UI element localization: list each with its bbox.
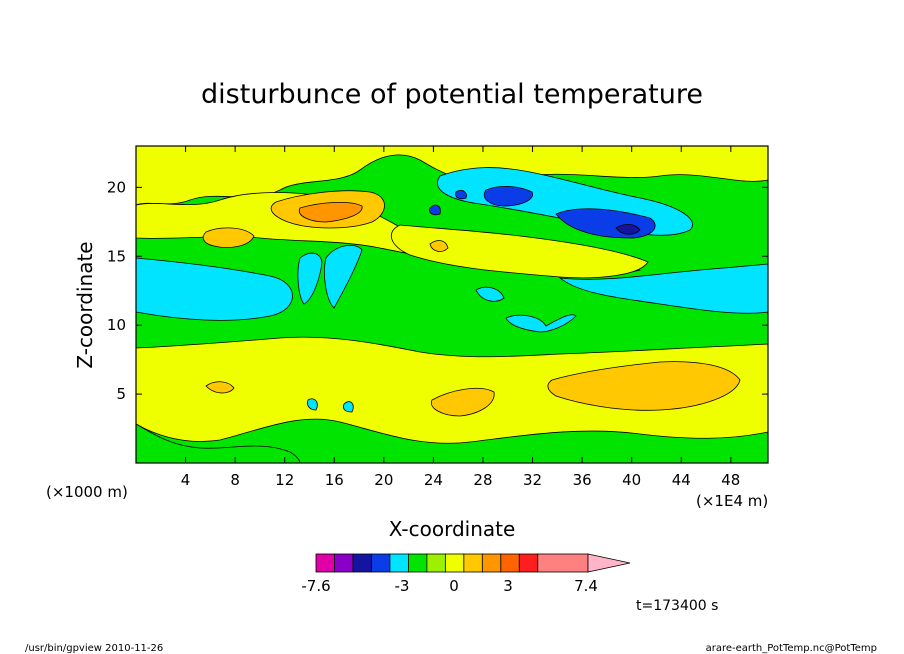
colorbar-cell — [444, 553, 465, 573]
colorbar-tick-label: 7.4 — [574, 577, 598, 595]
negative-streak-2 — [324, 244, 363, 309]
negative-patch-mid — [505, 314, 577, 333]
y-tick-label: 15 — [107, 247, 126, 265]
negative-dot-2 — [455, 190, 467, 200]
plot-frame — [135, 145, 769, 464]
negative-streak-1 — [297, 252, 323, 305]
contour-field — [136, 146, 768, 463]
lower-left-green — [136, 423, 301, 463]
colorbar-cell — [334, 553, 354, 573]
colorbar-cell — [537, 553, 589, 573]
colorbar-tick-label: 3 — [503, 577, 513, 595]
x-tick-label: 20 — [374, 471, 393, 489]
x-axis-title: X-coordinate — [389, 517, 516, 541]
colorbar-cell — [371, 553, 391, 573]
chart-title: disturbunce of potential temperature — [201, 79, 703, 110]
colorbar-cell — [426, 553, 446, 573]
time-label: t=173400 s — [636, 598, 718, 614]
positive-patch-lower-mid — [430, 387, 495, 417]
colorbar — [315, 553, 631, 573]
positive-patch-lower-right — [547, 361, 741, 411]
positive-patch-upper-left-2 — [202, 227, 255, 248]
y-unit-label: (×1000 m) — [46, 483, 128, 501]
colorbar-tick-label: 0 — [449, 577, 459, 595]
colorbar-cell — [352, 553, 372, 573]
colorbar-cell — [500, 553, 520, 573]
positive-patch-lower-left — [205, 381, 235, 394]
upper-band-strip — [390, 224, 649, 279]
x-unit-label: (×1E4 m) — [696, 492, 768, 510]
colorbar-cell — [481, 553, 502, 573]
x-tick-label: 40 — [622, 471, 641, 489]
x-axis: 4 8 12 16 20 24 28 32 36 40 44 48 — [181, 146, 740, 489]
footer-left: /usr/bin/gpview 2010-11-26 — [25, 643, 163, 654]
colorbar-labels: -7.6 -3 0 3 7.4 — [301, 577, 598, 595]
x-tick-label: 32 — [523, 471, 542, 489]
colorbar-cell — [315, 553, 335, 573]
negative-dot-1 — [429, 204, 441, 216]
negative-small-left — [307, 398, 318, 411]
x-tick-label: 44 — [672, 471, 691, 489]
x-tick-label: 16 — [325, 471, 344, 489]
colorbar-cell — [389, 553, 409, 573]
colorbar-cell — [463, 553, 483, 573]
x-tick-label: 12 — [275, 471, 294, 489]
x-tick-label: 28 — [473, 471, 492, 489]
x-tick-label: 4 — [181, 471, 191, 489]
negative-mid-blue-1 — [483, 186, 533, 207]
negative-strong — [615, 224, 641, 235]
positive-patch-upper-left-core — [298, 201, 363, 223]
y-tick-label: 5 — [116, 385, 126, 403]
colorbar-cell — [408, 553, 428, 573]
footer-right: arare-earth_PotTemp.nc@PotTemp — [706, 643, 877, 654]
negative-band-right — [558, 263, 768, 314]
colorbar-arrow — [587, 553, 631, 573]
negative-patch-small — [475, 286, 505, 302]
colorbar-tick-label: -3 — [395, 577, 410, 595]
positive-patch-small-1 — [429, 240, 449, 252]
colorbar-cell — [518, 553, 539, 573]
x-tick-label: 48 — [721, 471, 740, 489]
y-tick-label: 20 — [107, 178, 126, 196]
x-tick-label: 24 — [424, 471, 443, 489]
colorbar-tick-label: -7.6 — [301, 577, 330, 595]
y-tick-label: 10 — [107, 316, 126, 334]
negative-small-left-2 — [343, 401, 354, 413]
negative-band-left — [136, 257, 293, 321]
x-tick-label: 8 — [230, 471, 240, 489]
y-axis: 5 10 15 20 — [107, 178, 768, 403]
x-tick-label: 36 — [573, 471, 592, 489]
y-axis-title: Z-coordinate — [73, 241, 97, 368]
